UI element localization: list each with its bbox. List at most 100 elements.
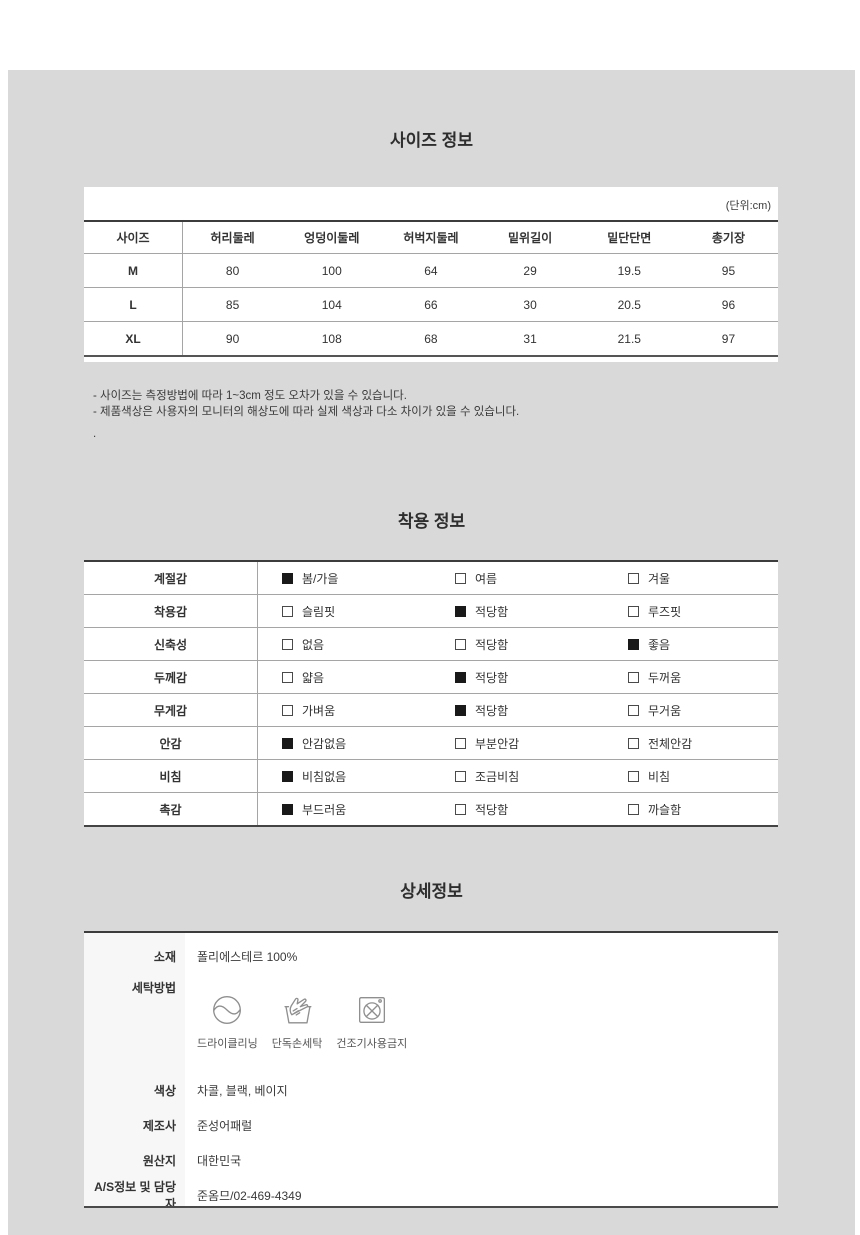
- detail-row-value: 준성어패럴: [197, 1118, 253, 1133]
- fit-option: 없음: [258, 628, 431, 660]
- fit-option-label: 좋음: [648, 637, 671, 652]
- detail-row-value: 대한민국: [197, 1153, 242, 1168]
- checkbox-icon: [628, 737, 639, 749]
- checkbox-icon: [282, 770, 293, 782]
- fit-option: 비침없음: [258, 760, 431, 792]
- fit-table-row: 두께감 얇음 적당함 두꺼움: [84, 661, 778, 694]
- fit-option: 가벼움: [258, 694, 431, 726]
- no-tumble-dry-icon: [358, 996, 385, 1024]
- size-value-cell: 20.5: [617, 297, 641, 312]
- checkbox-icon: [628, 770, 639, 782]
- size-col-header: 허리둘레: [210, 231, 255, 245]
- fit-option-label: 두꺼움: [648, 670, 682, 685]
- detail-box: 소재 폴리에스테르 100% 세탁방법 드라이클리닝: [84, 931, 778, 1208]
- checkbox-icon: [282, 605, 293, 617]
- checkbox-icon: [628, 671, 639, 683]
- size-value-cell: 85: [225, 297, 240, 312]
- fit-option-label: 비침없음: [302, 769, 347, 784]
- size-col-header: 허벅지둘레: [403, 231, 459, 245]
- fit-option-label: 루즈핏: [648, 604, 682, 619]
- checkbox-icon: [628, 638, 639, 650]
- size-note-line: - 제품색상은 사용자의 모니터의 해상도에 따라 실제 색상과 다소 차이가 …: [93, 406, 520, 418]
- checkbox-icon: [455, 704, 466, 716]
- checkbox-icon: [282, 737, 293, 749]
- fit-option-label: 가벼움: [302, 703, 336, 718]
- size-notes: - 사이즈는 측정방법에 따라 1~3cm 정도 오차가 있을 수 있습니다. …: [93, 388, 519, 442]
- size-value-cell: 19.5: [617, 263, 641, 278]
- fit-row-label: 무게감: [84, 694, 258, 726]
- fit-option-label: 얇음: [302, 670, 325, 685]
- checkbox-icon: [282, 638, 293, 650]
- detail-row-value: 차콜, 블랙, 베이지: [197, 1083, 288, 1098]
- checkbox-icon: [628, 605, 639, 617]
- fit-option: 비침: [604, 760, 777, 792]
- detail-section-title: 상세정보: [400, 882, 463, 901]
- size-value-cell: 30: [523, 297, 537, 312]
- size-name-cell: M: [84, 254, 183, 287]
- size-value-cell: 96: [721, 297, 736, 312]
- size-table-box: (단위:cm) 사이즈 허리둘레 엉덩이둘레 허벅지둘레 밑위길이 밑단단면 총…: [84, 187, 778, 362]
- wash-item: 건조기사용금지: [336, 991, 407, 1051]
- checkbox-icon: [282, 572, 293, 584]
- info-panel: 사이즈 정보 (단위:cm) 사이즈 허리둘레 엉덩이둘레 허벅지둘레 밑위길이…: [8, 70, 855, 1235]
- size-value-cell: 29: [523, 263, 537, 278]
- fit-option-label: 없음: [302, 637, 325, 652]
- fit-option: 적당함: [431, 694, 604, 726]
- detail-row-label: 세탁방법: [131, 981, 176, 995]
- checkbox-icon: [628, 572, 639, 584]
- checkbox-icon: [455, 638, 466, 650]
- fit-option-label: 조금비침: [475, 769, 520, 784]
- size-note-line: - 사이즈는 측정방법에 따라 1~3cm 정도 오차가 있을 수 있습니다.: [93, 390, 407, 402]
- detail-row-label: 제조사: [142, 1118, 176, 1133]
- dry-clean-icon: [213, 996, 242, 1024]
- unit-label: (단위:cm): [725, 200, 771, 212]
- fit-option-label: 봄/가을: [302, 571, 339, 586]
- wash-item-label: 건조기사용금지: [336, 1038, 408, 1050]
- size-note-line: .: [93, 428, 97, 440]
- size-col-header: 엉덩이둘레: [304, 231, 360, 245]
- size-value-cell: 100: [321, 263, 342, 278]
- wash-item: 단독손세탁: [272, 991, 322, 1051]
- fit-option-label: 적당함: [475, 703, 509, 718]
- size-value-cell: 90: [225, 331, 240, 346]
- detail-row-color: 색상 차콜, 블랙, 베이지: [84, 1077, 778, 1103]
- size-table: 사이즈 허리둘레 엉덩이둘레 허벅지둘레 밑위길이 밑단단면 총기장 M 80 …: [84, 220, 778, 357]
- fit-row-label: 안감: [84, 727, 258, 759]
- detail-row-as-info: A/S정보 및 담당자 준옴므/02-469-4349: [84, 1180, 778, 1206]
- fit-row-label: 촉감: [84, 793, 258, 825]
- fit-option-label: 적당함: [475, 802, 509, 817]
- fit-table-row: 비침 비침없음 조금비침 비침: [84, 760, 778, 793]
- fit-option: 전체안감: [604, 727, 777, 759]
- detail-row-value: 준옴므/02-469-4349: [197, 1188, 302, 1203]
- fit-option-label: 비침: [648, 769, 671, 784]
- checkbox-icon: [455, 770, 466, 782]
- size-value-cell: 97: [721, 331, 736, 346]
- detail-row-value: 폴리에스테르 100%: [197, 949, 298, 964]
- detail-row-origin: 원산지 대한민국: [84, 1147, 778, 1173]
- fit-row-label: 신축성: [84, 628, 258, 660]
- size-value-cell: 68: [424, 331, 438, 346]
- size-col-header: 사이즈: [84, 222, 183, 253]
- fit-option-label: 적당함: [475, 604, 509, 619]
- fit-option-label: 부분안감: [475, 736, 520, 751]
- size-table-row: XL 90 108 68 31 21.5 97: [84, 322, 778, 355]
- fit-option: 겨울: [604, 562, 777, 594]
- fit-option: 적당함: [431, 661, 604, 693]
- wash-item-label: 드라이클리닝: [197, 1038, 258, 1050]
- detail-row-material: 소재 폴리에스테르 100%: [84, 943, 778, 969]
- fit-table-row: 촉감 부드러움 적당함 까슬함: [84, 793, 778, 825]
- fit-option: 슬림핏: [258, 595, 431, 627]
- detail-row-label: 원산지: [142, 1153, 176, 1168]
- fit-table-row: 신축성 없음 적당함 좋음: [84, 628, 778, 661]
- size-name-cell: L: [84, 288, 183, 321]
- checkbox-icon: [282, 704, 293, 716]
- wash-item: 드라이클리닝: [197, 991, 258, 1051]
- fit-option: 적당함: [431, 595, 604, 627]
- size-table-header-row: 사이즈 허리둘레 엉덩이둘레 허벅지둘레 밑위길이 밑단단면 총기장: [84, 222, 778, 254]
- fit-option-label: 적당함: [475, 637, 509, 652]
- fit-option: 적당함: [431, 628, 604, 660]
- size-value-cell: 31: [523, 331, 537, 346]
- checkbox-icon: [282, 803, 293, 815]
- size-value-cell: 108: [321, 331, 342, 346]
